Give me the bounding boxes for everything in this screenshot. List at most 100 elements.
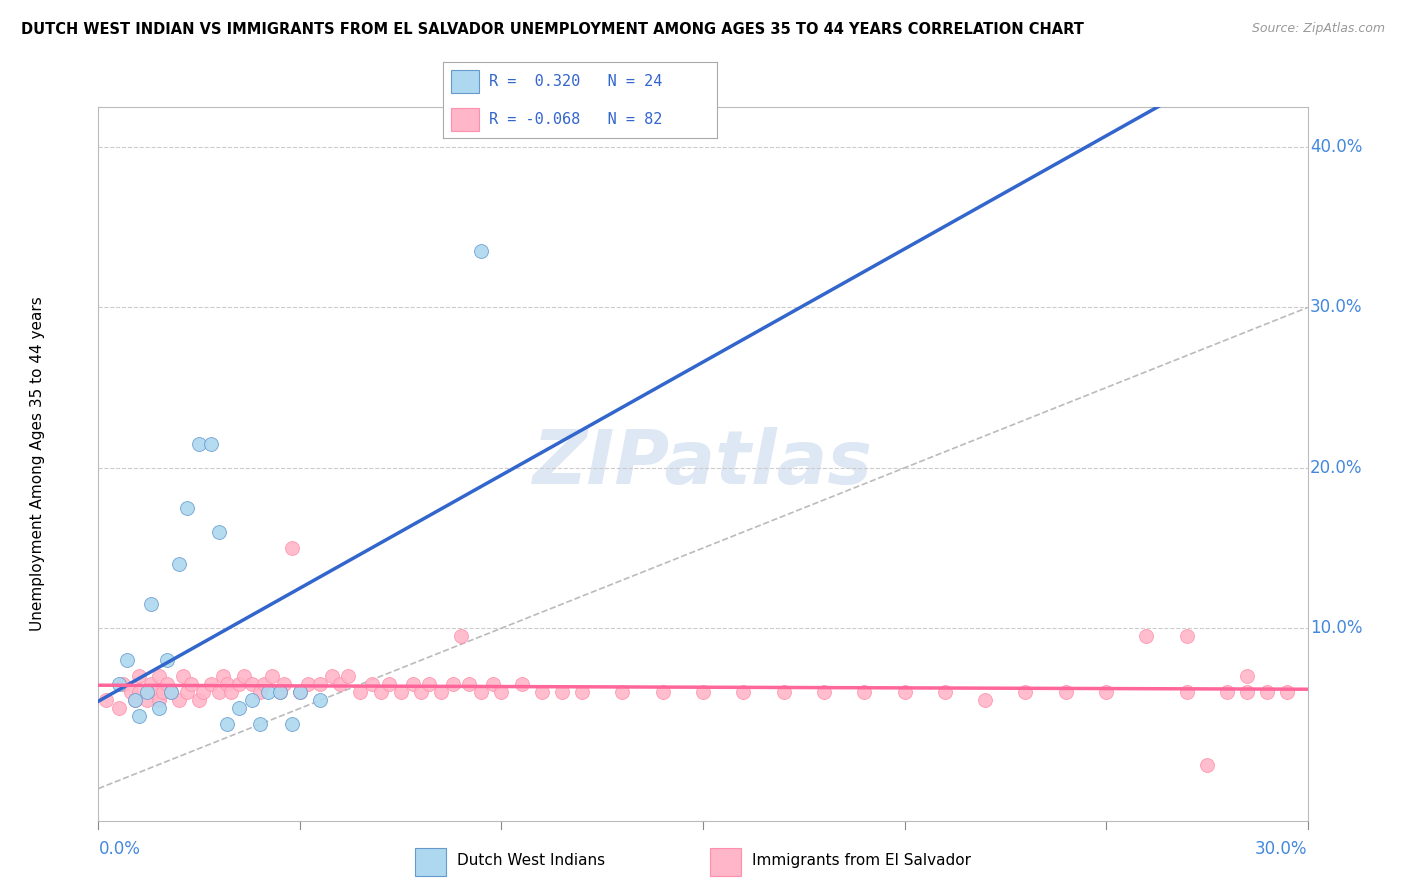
Point	[510, 677, 533, 691]
Point	[470, 685, 492, 699]
Point	[1195, 757, 1218, 772]
Point	[692, 685, 714, 699]
Point	[288, 685, 311, 699]
Point	[651, 685, 673, 699]
Point	[249, 685, 271, 699]
Point	[450, 629, 472, 643]
Point	[482, 677, 505, 691]
Point	[240, 693, 263, 707]
Point	[208, 685, 231, 699]
Point	[128, 669, 150, 683]
Text: DUTCH WEST INDIAN VS IMMIGRANTS FROM EL SALVADOR UNEMPLOYMENT AMONG AGES 35 TO 4: DUTCH WEST INDIAN VS IMMIGRANTS FROM EL …	[21, 22, 1084, 37]
Point	[128, 685, 150, 699]
Point	[269, 685, 291, 699]
FancyBboxPatch shape	[710, 848, 741, 876]
Point	[152, 685, 174, 699]
Point	[409, 685, 432, 699]
Text: 40.0%: 40.0%	[1310, 138, 1362, 156]
Point	[813, 685, 835, 699]
Point	[441, 677, 464, 691]
Point	[772, 685, 794, 699]
Point	[260, 669, 283, 683]
Point	[172, 669, 194, 683]
Point	[208, 524, 231, 539]
Point	[120, 685, 142, 699]
Point	[281, 541, 304, 555]
Point	[188, 437, 211, 451]
Point	[329, 677, 352, 691]
Text: Unemployment Among Ages 35 to 44 years: Unemployment Among Ages 35 to 44 years	[31, 296, 45, 632]
Point	[309, 677, 332, 691]
Point	[228, 701, 250, 715]
Point	[571, 685, 593, 699]
Point	[148, 669, 170, 683]
Point	[139, 597, 162, 611]
Point	[253, 677, 276, 691]
Point	[853, 685, 876, 699]
Point	[1236, 669, 1258, 683]
Point	[402, 677, 425, 691]
Point	[107, 701, 129, 715]
Point	[249, 717, 271, 731]
Point	[188, 693, 211, 707]
Point	[232, 669, 254, 683]
Point	[281, 717, 304, 731]
Point	[893, 685, 915, 699]
Point	[115, 653, 138, 667]
Point	[167, 557, 190, 571]
Point	[193, 685, 215, 699]
Point	[934, 685, 956, 699]
Point	[200, 437, 222, 451]
Point	[418, 677, 440, 691]
Text: 10.0%: 10.0%	[1310, 619, 1362, 637]
Point	[1236, 685, 1258, 699]
Point	[361, 677, 384, 691]
Point	[321, 669, 343, 683]
Point	[1135, 629, 1157, 643]
Point	[135, 685, 157, 699]
Point	[297, 677, 319, 691]
Point	[612, 685, 634, 699]
Point	[1054, 685, 1077, 699]
Point	[240, 677, 263, 691]
Text: 30.0%: 30.0%	[1256, 840, 1308, 858]
Point	[135, 693, 157, 707]
Point	[143, 685, 166, 699]
Point	[212, 669, 235, 683]
Point	[111, 677, 134, 691]
Point	[1216, 685, 1239, 699]
Point	[160, 685, 183, 699]
Text: Dutch West Indians: Dutch West Indians	[457, 854, 605, 868]
Point	[1095, 685, 1118, 699]
Point	[107, 677, 129, 691]
Point	[180, 677, 202, 691]
Point	[551, 685, 574, 699]
Point	[377, 677, 399, 691]
Point	[148, 701, 170, 715]
Point	[176, 500, 198, 515]
Point	[128, 709, 150, 723]
Point	[124, 693, 146, 707]
Text: R = -0.068   N = 82: R = -0.068 N = 82	[489, 112, 662, 127]
Point	[160, 685, 183, 699]
Point	[167, 693, 190, 707]
Point	[221, 685, 243, 699]
Point	[470, 244, 492, 259]
Point	[430, 685, 453, 699]
Point	[156, 677, 179, 691]
Point	[370, 685, 392, 699]
Text: ZIPatlas: ZIPatlas	[533, 427, 873, 500]
Point	[273, 677, 295, 691]
Point	[491, 685, 513, 699]
FancyBboxPatch shape	[451, 70, 478, 93]
Point	[1175, 629, 1198, 643]
Point	[288, 685, 311, 699]
Point	[228, 677, 250, 691]
Text: 30.0%: 30.0%	[1310, 299, 1362, 317]
Point	[200, 677, 222, 691]
Point	[96, 693, 118, 707]
Point	[256, 685, 278, 699]
Point	[269, 685, 291, 699]
Point	[124, 693, 146, 707]
Point	[530, 685, 553, 699]
